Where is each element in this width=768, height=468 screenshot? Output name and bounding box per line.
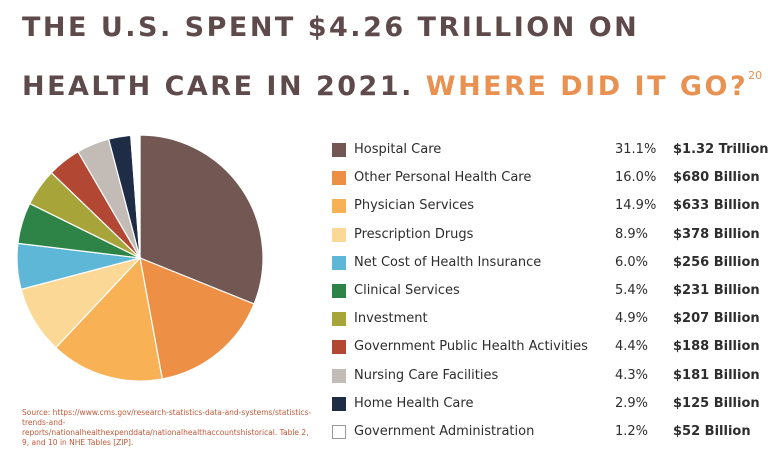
legend-amount: $231 Billion	[673, 282, 760, 298]
pie-slice-government-administration	[130, 134, 141, 259]
legend-label: Government Administration	[354, 423, 535, 439]
legend-swatch	[332, 340, 346, 355]
legend-amount: $633 Billion	[673, 198, 760, 214]
legend-row: Prescription Drugs 8.9% $378 Billion	[330, 221, 768, 249]
legend-label: Government Public Health Activities	[354, 339, 588, 355]
legend-swatch	[332, 424, 346, 439]
pie-slice-other-personal-health-care	[139, 257, 255, 380]
legend-percent: 5.4%	[615, 282, 649, 298]
legend-amount: $125 Billion	[673, 395, 760, 411]
legend-amount: $378 Billion	[673, 226, 760, 242]
legend-row: Hospital Care 31.1% $1.32 Trillion	[330, 136, 768, 164]
legend-percent: 4.3%	[615, 367, 649, 383]
legend-percent: 4.9%	[615, 311, 649, 327]
legend-label: Hospital Care	[354, 142, 442, 157]
legend-amount: $256 Billion	[673, 254, 760, 270]
legend-row: Investment 4.9% $207 Billion	[330, 305, 768, 333]
legend-label: Net Cost of Health Insurance	[354, 254, 542, 270]
legend-amount: $188 Billion	[673, 339, 760, 355]
headline: THE U.S. SPENT $4.26 TRILLION ON HEALTH …	[22, 4, 762, 111]
pie-slice-physician-services	[54, 256, 163, 382]
legend-amount: $680 Billion	[673, 170, 760, 186]
legend-swatch	[332, 143, 346, 157]
footnote-marker: 20	[748, 69, 763, 82]
legend-amount: $52 Billion	[673, 423, 751, 439]
legend: Hospital Care 31.1% $1.32 Trillion Other Pe…	[330, 136, 768, 446]
legend-swatch	[332, 255, 346, 270]
legend-amount: $181 Billion	[673, 367, 760, 383]
legend-row: Government Public Health Activities 4.4% $…	[330, 333, 768, 361]
legend-swatch	[332, 171, 346, 186]
source-note: Source: https://www.cms.gov/research-sta…	[22, 408, 312, 447]
legend-amount: $1.32 Trillion	[673, 142, 768, 157]
legend-label: Investment	[354, 311, 428, 327]
legend-swatch	[332, 283, 346, 298]
legend-amount: $207 Billion	[673, 311, 760, 327]
legend-row: Government Administration 1.2% $52 Billion	[330, 418, 768, 446]
legend-percent: 6.0%	[615, 254, 649, 270]
legend-label: Nursing Care Facilities	[354, 367, 499, 383]
legend-row: Physician Services 14.9% $633 Billion	[330, 192, 768, 220]
legend-swatch	[332, 312, 346, 327]
legend-row: Nursing Care Facilities 4.3% $181 Billion	[330, 362, 768, 390]
legend-row: Net Cost of Health Insurance 6.0% $256 Bil…	[330, 249, 768, 277]
legend-percent: 31.1%	[615, 142, 657, 157]
legend-percent: 4.4%	[615, 339, 649, 355]
legend-label: Physician Services	[354, 198, 475, 214]
pie-slice-hospital-care	[139, 134, 264, 305]
legend-label: Prescription Drugs	[354, 226, 474, 242]
legend-swatch	[332, 368, 346, 383]
legend-swatch	[332, 396, 346, 411]
legend-percent: 1.2%	[615, 423, 649, 439]
headline-line1: THE U.S. SPENT $4.26 TRILLION ON	[22, 12, 640, 43]
legend-row: Home Health Care 2.9% $125 Billion	[330, 390, 768, 418]
headline-accent: WHERE DID IT GO?	[425, 71, 749, 102]
legend-swatch	[332, 227, 346, 242]
legend-label: Clinical Services	[354, 282, 460, 298]
legend-swatch	[332, 199, 346, 214]
legend-label: Home Health Care	[354, 395, 474, 411]
headline-line2: HEALTH CARE IN 2021.	[22, 71, 414, 102]
legend-percent: 16.0%	[615, 170, 657, 186]
legend-percent: 2.9%	[615, 395, 649, 411]
legend-percent: 14.9%	[615, 198, 657, 214]
pie-chart	[16, 134, 264, 382]
legend-row: Clinical Services 5.4% $231 Billion	[330, 277, 768, 305]
legend-label: Other Personal Health Care	[354, 170, 532, 186]
legend-percent: 8.9%	[615, 226, 649, 242]
legend-row: Other Personal Health Care 16.0% $680 Bill…	[330, 164, 768, 192]
